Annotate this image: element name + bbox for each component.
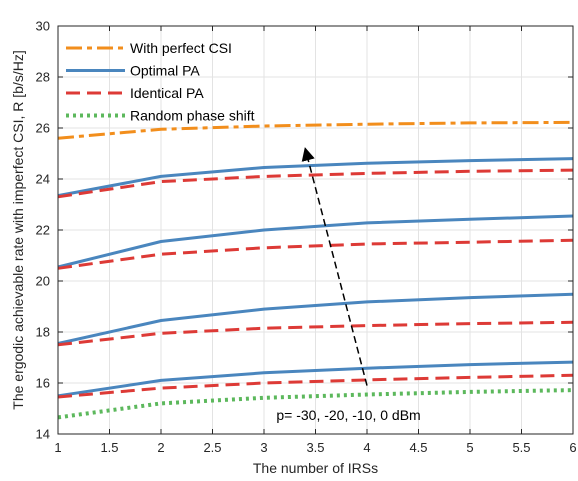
x-tick-label: 2 <box>157 440 164 455</box>
x-tick-label: 4 <box>363 440 370 455</box>
y-tick-label: 20 <box>36 274 50 289</box>
y-tick-label: 24 <box>36 172 50 187</box>
series-line-identical-pa-6 <box>57 320 574 347</box>
legend-label-random-phase-shift: Random phase shift <box>130 108 255 124</box>
legend-label-optimal-pa: Optimal PA <box>130 63 200 79</box>
y-axis-label: The ergodic achievable rate with imperfe… <box>10 50 26 409</box>
series-line-random-phase-shift-9 <box>57 388 574 420</box>
series-line-with-perfect-csi-0 <box>57 120 574 140</box>
series-line-optimal-pa-5 <box>57 292 574 345</box>
y-tick-label: 18 <box>36 325 50 340</box>
series-line-identical-pa-4 <box>57 238 574 270</box>
annotation: p= -30, -20, -10, 0 dBm <box>276 147 421 423</box>
series-layer <box>57 120 574 420</box>
x-tick-label: 3.5 <box>306 440 324 455</box>
x-tick-label: 4.5 <box>409 440 427 455</box>
x-tick-label: 5 <box>466 440 473 455</box>
x-tick-label: 2.5 <box>203 440 221 455</box>
series-line-optimal-pa-3 <box>57 214 574 269</box>
x-tick-label: 1 <box>54 440 61 455</box>
y-tick-label: 22 <box>36 223 50 238</box>
x-axis-label: The number of IRSs <box>253 460 378 476</box>
x-tick-label: 6 <box>569 440 576 455</box>
y-tick-label: 14 <box>36 427 50 442</box>
series-line-identical-pa-8 <box>57 373 574 399</box>
annotation-arrow <box>301 147 368 386</box>
y-tick-label: 30 <box>36 19 50 34</box>
x-tick-label: 5.5 <box>512 440 530 455</box>
x-tick-label: 3 <box>260 440 267 455</box>
y-tick-label: 26 <box>36 121 50 136</box>
series-line-optimal-pa-1 <box>57 157 574 198</box>
legend-label-with-perfect-csi: With perfect CSI <box>130 40 232 56</box>
annotation-text: p= -30, -20, -10, 0 dBm <box>276 407 420 423</box>
legend-label-identical-pa: Identical PA <box>130 85 204 101</box>
series-line-optimal-pa-7 <box>57 360 574 398</box>
legend: With perfect CSI Optimal PA Identical PA Ra… <box>66 40 255 124</box>
axis-ticks: 1 1.5 2 2.5 3 3.5 4 4.5 5 5.5 6 14 16 18 20 22 24 26 28 30 <box>36 19 577 456</box>
y-tick-label: 16 <box>36 376 50 391</box>
x-tick-label: 1.5 <box>100 440 118 455</box>
y-tick-label: 28 <box>36 70 50 85</box>
series-line-identical-pa-2 <box>57 168 574 199</box>
